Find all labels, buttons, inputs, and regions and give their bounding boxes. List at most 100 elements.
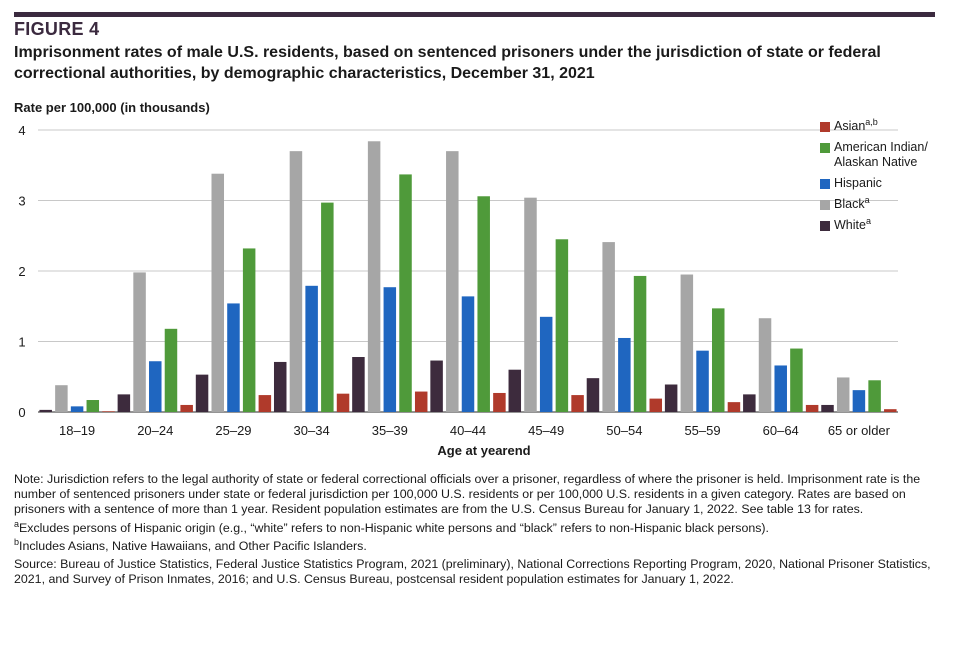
- legend-swatch: [820, 221, 830, 231]
- bar-black-5: [446, 151, 459, 412]
- legend-item: Blacka: [820, 194, 950, 212]
- bar-american-indian-alaskan-native-5: [477, 196, 490, 412]
- footnote-a-mark: a: [14, 518, 20, 529]
- bar-black-7: [602, 242, 615, 412]
- bar-asian-3: [336, 393, 350, 412]
- bar-hispanic-4: [383, 287, 397, 412]
- y-tick-label: 3: [18, 194, 25, 209]
- bar-white-1: [117, 394, 131, 412]
- bar-hispanic-10: [852, 390, 866, 412]
- bar-hispanic-6: [539, 316, 553, 412]
- x-tick-label: 18–19: [59, 423, 95, 438]
- bar-white-10: [821, 404, 834, 412]
- bar-black-4: [367, 141, 381, 412]
- bar-black-8: [680, 274, 694, 412]
- legend-footnote-mark: a: [865, 215, 871, 226]
- footnote-b: bIncludes Asians, Native Hawaiians, and …: [14, 536, 944, 554]
- bar-black-1: [133, 272, 146, 412]
- bar-american-indian-alaskan-native-9: [790, 348, 803, 412]
- bar-american-indian-alaskan-native-4: [399, 174, 412, 412]
- legend-item: Hispanic: [820, 176, 950, 191]
- footnote-b-text: Includes Asians, Native Hawaiians, and O…: [19, 538, 367, 553]
- bar-asian-9: [805, 404, 819, 412]
- bar-chart: 0 1 2 3 4 18–19 20–24 25–29 30–34 35–39 40–44 45–4…: [18, 123, 898, 458]
- bar-white-4: [352, 357, 365, 412]
- bar-asian-4: [414, 391, 428, 412]
- bar-black-10: [836, 377, 850, 412]
- legend-swatch: [820, 200, 830, 210]
- footnote-a-text: Excludes persons of Hispanic origin (e.g…: [19, 520, 769, 535]
- y-tick-labels: 0 1 2 3 4: [18, 123, 25, 420]
- legend-item: Whitea: [820, 215, 950, 233]
- bar-white-7: [586, 378, 600, 412]
- legend: Asiana,b American Indian/Alaskan Native Hi…: [820, 116, 950, 239]
- bar-hispanic-2: [227, 303, 240, 412]
- legend-item: American Indian/Alaskan Native: [820, 140, 950, 170]
- bar-asian-6: [571, 395, 584, 412]
- bar-asian-0: [102, 411, 115, 412]
- bar-white-2: [195, 374, 209, 412]
- notes: Note: Jurisdiction refers to the legal a…: [14, 472, 944, 590]
- bar-asian-1: [180, 404, 193, 412]
- x-tick-label: 60–64: [763, 423, 799, 438]
- note-text: Note: Jurisdiction refers to the legal a…: [14, 472, 921, 517]
- legend-item: Asiana,b: [820, 116, 950, 134]
- legend-swatch: [820, 143, 830, 153]
- legend-label: Black: [834, 197, 865, 211]
- x-tick-label: 30–34: [294, 423, 330, 438]
- x-tick-labels: 18–19 20–24 25–29 30–34 35–39 40–44 45–49 50–54…: [59, 423, 891, 438]
- legend-footnote-mark: a: [864, 194, 870, 205]
- bar-white-0: [39, 409, 52, 412]
- legend-footnote-mark: a,b: [865, 116, 878, 127]
- bar-american-indian-alaskan-native-1: [164, 328, 178, 412]
- bar-black-9: [758, 318, 772, 412]
- x-tick-label: 50–54: [606, 423, 642, 438]
- bar-asian-8: [727, 402, 741, 412]
- bar-white-9: [743, 394, 756, 412]
- bar-hispanic-5: [461, 296, 475, 412]
- bar-asian-7: [649, 398, 663, 412]
- x-tick-label: 20–24: [137, 423, 173, 438]
- y-tick-label: 2: [18, 264, 25, 279]
- x-axis-label: Age at yearend: [437, 443, 530, 458]
- bar-black-6: [524, 197, 537, 412]
- y-tick-label: 4: [18, 123, 25, 138]
- footnote-b-mark: b: [14, 536, 20, 547]
- footnote-a: aExcludes persons of Hispanic origin (e.…: [14, 518, 944, 536]
- bar-black-0: [55, 385, 68, 412]
- bar-hispanic-9: [774, 365, 787, 412]
- bar-asian-2: [258, 395, 272, 412]
- bar-black-3: [289, 151, 303, 412]
- bar-black-2: [211, 173, 225, 412]
- x-tick-label: 35–39: [372, 423, 408, 438]
- bar-american-indian-alaskan-native-7: [633, 275, 647, 412]
- chart-title: Imprisonment rates of male U.S. resident…: [14, 44, 881, 82]
- bar-asian-5: [493, 392, 506, 412]
- bar-hispanic-1: [149, 361, 162, 412]
- bar-hispanic-7: [618, 337, 631, 412]
- bar-white-3: [273, 361, 287, 412]
- bar-white-8: [664, 384, 678, 412]
- x-tick-label: 65 or older: [828, 423, 891, 438]
- y-tick-label: 1: [18, 335, 25, 350]
- legend-swatch: [820, 122, 830, 132]
- figure-label: FIGURE 4: [14, 19, 100, 39]
- bar-american-indian-alaskan-native-10: [868, 380, 881, 412]
- legend-swatch: [820, 179, 830, 189]
- bars: [39, 141, 897, 412]
- bar-american-indian-alaskan-native-8: [711, 308, 725, 412]
- bar-white-6: [508, 369, 522, 412]
- y-axis-label: Rate per 100,000 (in thousands): [14, 100, 210, 115]
- bar-white-5: [430, 360, 443, 412]
- legend-label: Asian: [834, 119, 866, 133]
- y-tick-label: 0: [18, 405, 25, 420]
- x-tick-label: 25–29: [215, 423, 251, 438]
- legend-label: Alaskan Native: [834, 155, 918, 169]
- bar-asian-10: [884, 409, 897, 412]
- legend-label: American Indian/: [834, 140, 928, 154]
- bar-american-indian-alaskan-native-6: [555, 239, 569, 412]
- x-tick-label: 55–59: [684, 423, 720, 438]
- legend-label: White: [834, 218, 866, 232]
- x-tick-label: 45–49: [528, 423, 564, 438]
- bar-hispanic-8: [696, 350, 709, 412]
